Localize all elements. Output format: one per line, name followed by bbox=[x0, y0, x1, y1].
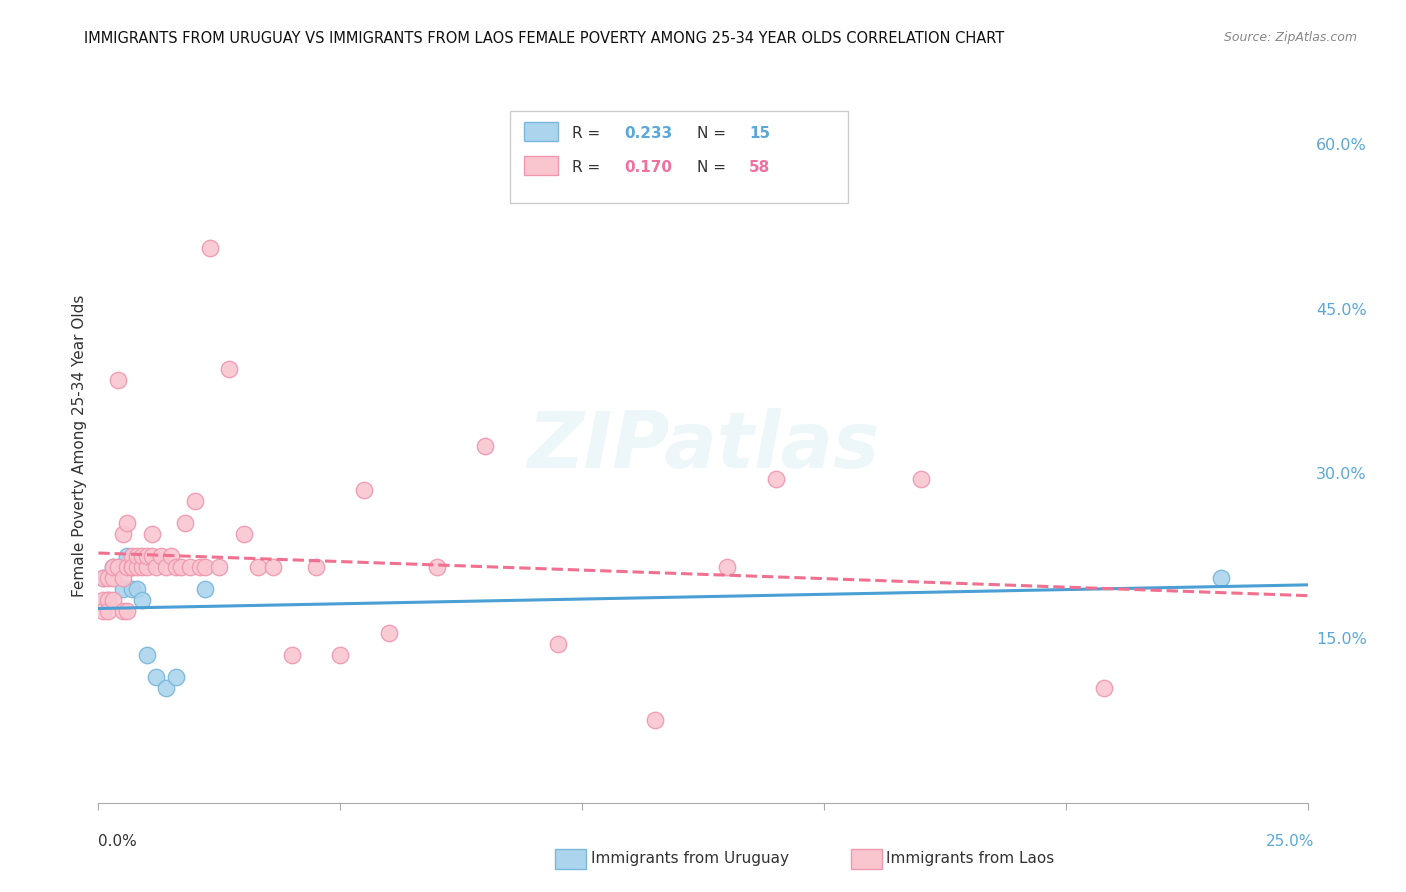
Point bbox=[232, 526, 254, 541]
Point bbox=[198, 241, 221, 255]
Point bbox=[117, 549, 139, 563]
Point bbox=[91, 571, 114, 585]
Point bbox=[131, 592, 153, 607]
Point bbox=[101, 571, 124, 585]
Y-axis label: Female Poverty Among 25-34 Year Olds: Female Poverty Among 25-34 Year Olds bbox=[72, 295, 87, 597]
Point bbox=[145, 559, 167, 574]
Point bbox=[135, 549, 157, 563]
Point bbox=[644, 714, 666, 728]
Point bbox=[194, 559, 217, 574]
Point bbox=[97, 571, 120, 585]
Point bbox=[426, 559, 449, 574]
Point bbox=[117, 516, 139, 530]
Point bbox=[101, 592, 124, 607]
Point bbox=[117, 604, 139, 618]
Bar bbox=[524, 156, 558, 175]
Point bbox=[101, 559, 124, 574]
Text: Source: ZipAtlas.com: Source: ZipAtlas.com bbox=[1223, 31, 1357, 45]
Point bbox=[107, 373, 129, 387]
Text: N =: N = bbox=[697, 161, 731, 175]
Text: 0.233: 0.233 bbox=[624, 126, 672, 141]
Text: R =: R = bbox=[572, 126, 606, 141]
Point bbox=[169, 559, 191, 574]
Point bbox=[111, 604, 134, 618]
Point bbox=[135, 648, 157, 662]
Point bbox=[184, 494, 207, 508]
Point bbox=[165, 669, 187, 683]
Point bbox=[107, 559, 129, 574]
Point bbox=[247, 559, 270, 574]
Point bbox=[160, 549, 183, 563]
Point bbox=[131, 559, 153, 574]
Point bbox=[281, 648, 304, 662]
Point bbox=[305, 559, 328, 574]
Text: 58: 58 bbox=[749, 161, 770, 175]
Point bbox=[127, 549, 149, 563]
Point bbox=[474, 439, 496, 453]
Point bbox=[179, 559, 201, 574]
FancyBboxPatch shape bbox=[509, 111, 848, 203]
Point bbox=[97, 592, 120, 607]
Point bbox=[208, 559, 231, 574]
Point bbox=[107, 559, 129, 574]
Point bbox=[121, 559, 143, 574]
Text: R =: R = bbox=[572, 161, 606, 175]
Point bbox=[547, 637, 569, 651]
Point bbox=[121, 549, 143, 563]
Point bbox=[91, 604, 114, 618]
Text: ZIPatlas: ZIPatlas bbox=[527, 408, 879, 484]
Point bbox=[127, 559, 149, 574]
Text: Immigrants from Laos: Immigrants from Laos bbox=[886, 851, 1054, 865]
Point bbox=[121, 582, 143, 596]
Point bbox=[117, 559, 139, 574]
Text: IMMIGRANTS FROM URUGUAY VS IMMIGRANTS FROM LAOS FEMALE POVERTY AMONG 25-34 YEAR : IMMIGRANTS FROM URUGUAY VS IMMIGRANTS FR… bbox=[84, 31, 1005, 46]
Point bbox=[910, 472, 932, 486]
Text: 0.170: 0.170 bbox=[624, 161, 672, 175]
Point bbox=[97, 592, 120, 607]
Point bbox=[174, 516, 197, 530]
Point bbox=[353, 483, 375, 497]
Point bbox=[91, 571, 114, 585]
Point bbox=[145, 669, 167, 683]
Point bbox=[111, 582, 134, 596]
Point bbox=[135, 559, 157, 574]
Point bbox=[262, 559, 284, 574]
Point bbox=[377, 625, 399, 640]
Point bbox=[218, 362, 240, 376]
Point bbox=[165, 559, 187, 574]
Point bbox=[97, 604, 120, 618]
Point bbox=[150, 549, 173, 563]
Bar bbox=[524, 121, 558, 141]
Text: 15: 15 bbox=[749, 126, 770, 141]
Text: Immigrants from Uruguay: Immigrants from Uruguay bbox=[591, 851, 789, 865]
Point bbox=[155, 681, 177, 695]
Point bbox=[111, 571, 134, 585]
Text: N =: N = bbox=[697, 126, 731, 141]
Point bbox=[155, 559, 177, 574]
Point bbox=[141, 549, 163, 563]
Text: 25.0%: 25.0% bbox=[1267, 834, 1315, 849]
Point bbox=[188, 559, 211, 574]
Point bbox=[1094, 681, 1116, 695]
Point bbox=[141, 526, 163, 541]
Point bbox=[194, 582, 217, 596]
Point bbox=[329, 648, 352, 662]
Text: 0.0%: 0.0% bbox=[98, 834, 138, 849]
Point bbox=[91, 592, 114, 607]
Point bbox=[101, 559, 124, 574]
Point bbox=[121, 559, 143, 574]
Point bbox=[131, 549, 153, 563]
Point bbox=[1209, 571, 1232, 585]
Point bbox=[765, 472, 787, 486]
Point bbox=[111, 526, 134, 541]
Point bbox=[716, 559, 738, 574]
Point bbox=[127, 582, 149, 596]
